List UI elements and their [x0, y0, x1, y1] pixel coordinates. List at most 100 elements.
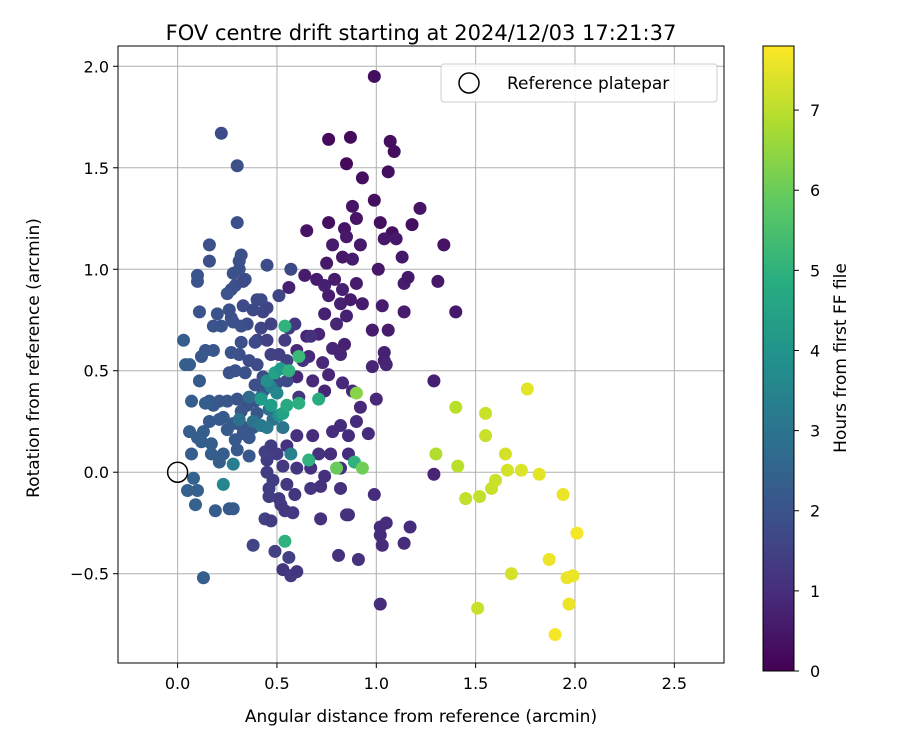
x-axis: 0.0 0.5 1.0 1.5 2.0 2.5 — [165, 663, 687, 693]
data-point — [351, 552, 365, 566]
data-point — [459, 492, 473, 506]
data-point — [208, 504, 222, 518]
data-point — [250, 358, 264, 372]
data-point — [471, 601, 485, 615]
data-point — [270, 386, 284, 400]
colorbar-tick-label: 1 — [810, 582, 820, 601]
y-tick-label: 0.5 — [84, 362, 109, 381]
data-point — [226, 502, 240, 516]
data-point — [365, 323, 379, 337]
data-point — [183, 358, 197, 372]
data-point — [272, 289, 286, 303]
colorbar-tick-label: 4 — [810, 341, 820, 360]
data-point — [194, 435, 208, 449]
data-point — [489, 473, 503, 487]
data-point — [282, 550, 296, 564]
data-point — [427, 374, 441, 388]
data-point — [238, 366, 252, 380]
data-point — [427, 467, 441, 481]
data-point — [355, 171, 369, 185]
data-point — [230, 216, 244, 230]
colorbar-ticks: 0 1 2 3 4 5 6 7 — [794, 101, 820, 681]
data-point — [395, 250, 409, 264]
data-point — [232, 412, 246, 426]
colorbar-tick-label: 2 — [810, 502, 820, 521]
data-point — [498, 447, 512, 461]
data-point — [210, 307, 224, 321]
data-point — [345, 199, 359, 213]
data-point — [451, 459, 465, 473]
data-point — [314, 512, 328, 526]
data-point — [562, 597, 576, 611]
data-point — [349, 414, 363, 428]
data-point — [532, 467, 546, 481]
data-point — [339, 157, 353, 171]
data-point — [288, 488, 302, 502]
data-point — [298, 268, 312, 282]
data-point — [300, 224, 314, 238]
y-axis: −0.5 0.0 0.5 1.0 1.5 2.0 — [70, 57, 118, 584]
data-point — [334, 297, 348, 311]
x-tick-label: 0.5 — [264, 674, 289, 693]
data-point — [375, 299, 389, 313]
data-point — [282, 364, 296, 378]
data-point — [326, 238, 340, 252]
data-point — [260, 258, 274, 272]
y-tick-label: 0.0 — [84, 463, 109, 482]
data-point — [202, 414, 216, 428]
data-point — [268, 544, 282, 558]
colorbar-tick-label: 6 — [810, 181, 820, 200]
data-point — [369, 392, 383, 406]
data-point — [196, 571, 210, 585]
data-point — [282, 281, 296, 295]
data-point — [212, 412, 226, 426]
data-point — [548, 628, 562, 642]
data-point — [324, 447, 338, 461]
data-point — [284, 447, 298, 461]
data-point — [260, 333, 274, 347]
data-point — [242, 449, 256, 463]
data-point — [373, 597, 387, 611]
data-point — [192, 305, 206, 319]
data-point — [306, 429, 320, 443]
data-point — [479, 406, 493, 420]
data-point — [379, 516, 393, 530]
data-point — [343, 130, 357, 144]
data-point — [387, 145, 401, 159]
data-point — [185, 394, 199, 408]
data-point — [220, 287, 234, 301]
data-point — [204, 437, 218, 451]
data-point — [220, 423, 234, 437]
data-point — [326, 425, 340, 439]
data-point — [190, 483, 204, 497]
data-point — [214, 319, 228, 333]
data-point — [334, 481, 348, 495]
data-point — [367, 488, 381, 502]
data-point — [278, 333, 292, 347]
data-point — [330, 317, 344, 331]
y-tick-label: 1.0 — [84, 260, 109, 279]
data-point — [328, 272, 342, 286]
data-point — [334, 348, 348, 361]
data-point — [375, 538, 389, 552]
data-point — [397, 536, 411, 550]
data-point — [322, 289, 336, 303]
data-point — [322, 216, 336, 230]
data-point — [345, 252, 359, 266]
data-point — [236, 274, 250, 288]
colorbar-gradient — [762, 45, 795, 672]
x-tick-label: 1.5 — [463, 674, 488, 693]
legend: Reference platepar — [440, 63, 718, 103]
data-point — [226, 266, 240, 280]
data-point — [332, 548, 346, 562]
data-point — [292, 350, 306, 364]
data-point — [322, 132, 336, 146]
data-point — [413, 201, 427, 215]
data-point — [318, 307, 332, 321]
data-point — [322, 368, 336, 382]
data-point — [320, 256, 334, 270]
data-point — [349, 212, 363, 226]
grid — [118, 46, 724, 663]
data-point — [280, 477, 294, 491]
